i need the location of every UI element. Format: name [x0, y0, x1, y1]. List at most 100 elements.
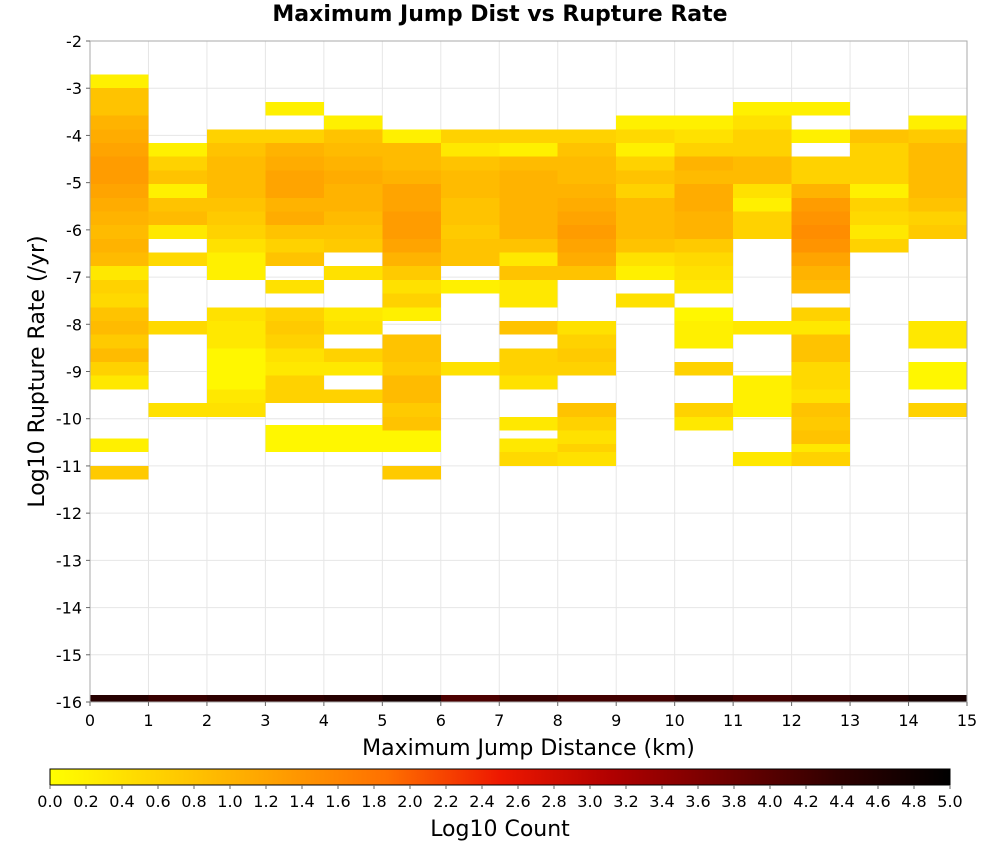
heatmap-cell [908, 129, 967, 143]
heatmap-cell [382, 389, 441, 404]
heatmap-cell [323, 266, 383, 280]
colorbar-tick-label: 4.2 [793, 792, 818, 811]
heatmap-cell [674, 334, 734, 349]
heatmap-cell [90, 129, 149, 143]
heatmap-cell [616, 129, 675, 143]
heatmap-cell [440, 694, 500, 702]
heatmap-cell [382, 348, 441, 363]
heatmap-cell [382, 279, 441, 294]
heatmap-cell [616, 184, 675, 198]
heatmap-cell [206, 266, 266, 280]
colorbar-tick-label: 1.4 [289, 792, 314, 811]
heatmap-cell [674, 694, 734, 702]
heatmap-cell [148, 156, 207, 171]
heatmap-cells [90, 74, 967, 702]
heatmap-cell [440, 238, 500, 253]
heatmap-cell [206, 170, 266, 185]
heatmap-cell [616, 238, 675, 253]
heatmap-cell [733, 225, 792, 239]
heatmap-cell [733, 184, 792, 198]
heatmap-cell [148, 320, 207, 335]
heatmap-cell [733, 156, 792, 171]
heatmap-cell [440, 362, 500, 376]
heatmap-cell [382, 416, 441, 431]
x-tick-label: 13 [840, 711, 860, 730]
heatmap-cell [674, 279, 734, 294]
heatmap-cell [499, 211, 558, 226]
heatmap-cell [323, 238, 383, 253]
colorbar-tick-label: 0.0 [37, 792, 62, 811]
heatmap-cell [557, 452, 617, 466]
heatmap-cell [499, 375, 558, 390]
heatmap-cell [557, 320, 617, 335]
heatmap-cell [440, 184, 500, 198]
heatmap-cell [791, 238, 851, 253]
heatmap-cell [557, 211, 617, 226]
x-tick-label: 6 [436, 711, 446, 730]
heatmap-cell [206, 156, 266, 171]
colorbar-tick-label: 3.2 [613, 792, 638, 811]
heatmap-cell [206, 307, 266, 321]
heatmap-cell [616, 211, 675, 226]
heatmap-cell [850, 184, 909, 198]
heatmap-cell [206, 334, 266, 349]
heatmap-cell [733, 129, 792, 143]
heatmap-cell [791, 156, 851, 171]
heatmap-cell [265, 424, 324, 453]
heatmap-cell [908, 142, 967, 157]
heatmap-cell [206, 142, 266, 157]
heatmap-cell [90, 115, 149, 130]
heatmap-cell [499, 416, 558, 431]
heatmap-cell [557, 444, 617, 453]
heatmap-cell [323, 389, 383, 404]
heatmap-cell [90, 320, 149, 335]
heatmap-cell [908, 375, 967, 390]
heatmap-cell [791, 320, 851, 335]
heatmap-cell [616, 293, 675, 308]
heatmap-cell [733, 115, 792, 130]
heatmap-cell [674, 197, 734, 212]
heatmap-cell [382, 694, 441, 702]
heatmap-cell [90, 334, 149, 349]
heatmap-cell [557, 197, 617, 212]
heatmap-cell [733, 101, 792, 116]
x-tick-label: 2 [202, 711, 212, 730]
heatmap-cell [616, 170, 675, 185]
heatmap-cell [265, 211, 324, 226]
heatmap-cell [90, 197, 149, 212]
heatmap-cell [440, 252, 500, 267]
heatmap-cell [382, 403, 441, 417]
heatmap-cell [791, 252, 851, 267]
heatmap-cell [323, 424, 383, 453]
heatmap-cell [265, 694, 324, 702]
heatmap-cell [323, 225, 383, 239]
x-axis-ticks: 0 1 2 3 4 5 6 7 8 9 10 11 12 13 14 15 [85, 702, 977, 730]
heatmap-cell [148, 184, 207, 198]
heatmap-cell [90, 252, 149, 267]
x-tick-label: 0 [85, 711, 95, 730]
heatmap-cell [791, 452, 851, 466]
heatmap-cell [323, 129, 383, 143]
heatmap-cell [265, 307, 324, 321]
heatmap-cell [90, 238, 149, 253]
heatmap-cell [265, 184, 324, 198]
heatmap-cell [90, 362, 149, 376]
heatmap-cell [499, 238, 558, 253]
heatmap-cell [557, 129, 617, 143]
heatmap-cell [616, 694, 675, 702]
heatmap-cell [733, 389, 792, 404]
heatmap-cell [90, 156, 149, 171]
heatmap-cell [733, 694, 792, 702]
heatmap-cell [499, 197, 558, 212]
heatmap-cell [265, 279, 324, 294]
heatmap-cell [499, 156, 558, 171]
chart-title: Maximum Jump Dist vs Rupture Rate [272, 2, 728, 27]
heatmap-cell [908, 115, 967, 130]
heatmap-cell [382, 238, 441, 253]
heatmap-cell [733, 452, 792, 466]
heatmap-cell [908, 197, 967, 212]
heatmap-cell [850, 156, 909, 171]
colorbar-ticks: 0.0 0.2 0.4 0.6 0.8 1.0 1.2 1.4 1.6 1.8 2.0 2.2 2.4 2… [37, 785, 963, 811]
colorbar-tick-label: 0.4 [109, 792, 134, 811]
